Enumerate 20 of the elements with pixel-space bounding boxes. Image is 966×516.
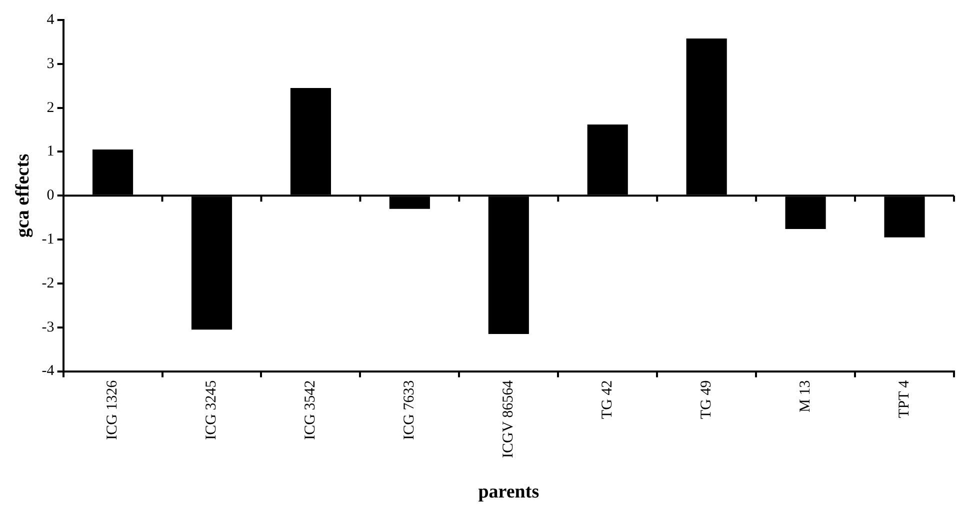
x-tick-label: ICG 3542 <box>302 380 319 440</box>
y-axis-title: gca effects <box>12 154 34 238</box>
x-tick-label: ICG 7633 <box>402 380 418 440</box>
x-tick-label: TG 49 <box>698 380 715 420</box>
y-tick-label: -1 <box>42 231 54 248</box>
y-tick-label: 1 <box>46 144 54 160</box>
y-tick-label: -4 <box>42 363 55 380</box>
y-tick-label: 3 <box>46 56 54 72</box>
x-axis-title: parents <box>478 482 540 503</box>
y-tick-label: -2 <box>42 275 54 292</box>
y-tick-label: 4 <box>46 12 55 28</box>
y-tick-label: -3 <box>42 319 54 336</box>
x-tick-label: TPT 4 <box>896 380 912 418</box>
x-tick-label: TG 42 <box>600 380 616 420</box>
x-tick-label: ICGV 86564 <box>500 380 517 458</box>
y-tick-label: 0 <box>46 188 54 204</box>
x-tick-label: ICG 1326 <box>104 380 121 440</box>
x-tick-label: M 13 <box>797 380 814 412</box>
x-tick-label: ICG 3245 <box>204 380 220 440</box>
y-tick-label: 2 <box>46 100 54 116</box>
